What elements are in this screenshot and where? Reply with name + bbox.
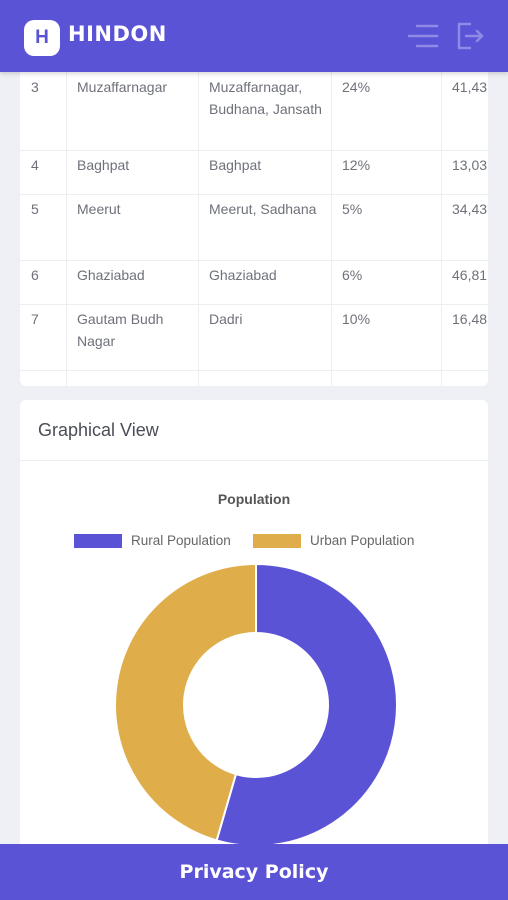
percent-cell: 5% bbox=[342, 201, 363, 217]
column-divider bbox=[331, 72, 332, 386]
app-title: HINDON bbox=[68, 22, 167, 46]
legend-label: Urban Population bbox=[310, 533, 414, 548]
table-row: 7 Gautam Budh Nagar Dadri 10% 16,48, bbox=[20, 304, 488, 371]
population-cell: 13,03, bbox=[452, 157, 488, 173]
percent-cell: 24% bbox=[342, 79, 371, 95]
population-cell: 34,43 bbox=[452, 201, 488, 217]
legend-swatch bbox=[74, 534, 122, 548]
row-number-cell: 3 bbox=[31, 79, 39, 95]
blocks-cell: Meerut, Sadhana bbox=[209, 201, 317, 217]
blocks-cell: Baghpat bbox=[209, 157, 262, 173]
row-number-cell: 7 bbox=[31, 311, 39, 327]
chart-title: Population bbox=[218, 491, 290, 507]
row-number-cell: 4 bbox=[31, 157, 39, 173]
logo-letter: H bbox=[35, 27, 49, 48]
population-cell: 16,48, bbox=[452, 311, 488, 327]
blocks-cell: Muzaffarnagar, Budhana, Jansath bbox=[209, 79, 322, 117]
legend-label: Rural Population bbox=[131, 533, 231, 548]
column-divider bbox=[66, 72, 67, 386]
percent-cell: 12% bbox=[342, 157, 371, 173]
table-row: 5 Meerut Meerut, Sadhana 5% 34,43 bbox=[20, 194, 488, 261]
footer-bar: Privacy Policy bbox=[0, 844, 508, 900]
pie-slice bbox=[114, 562, 257, 842]
logo-badge: H bbox=[24, 20, 60, 56]
menu-icon[interactable] bbox=[405, 22, 439, 50]
population-cell: 46,81, bbox=[452, 267, 488, 283]
graphical-view-header: Graphical View bbox=[20, 400, 488, 461]
app-header: H HINDON bbox=[0, 0, 508, 72]
district-table: 3 Muzaffarnagar Muzaffarnagar, Budhana, … bbox=[20, 72, 488, 386]
column-divider bbox=[198, 72, 199, 386]
column-divider bbox=[441, 72, 442, 386]
percent-cell: 6% bbox=[342, 267, 363, 283]
blocks-cell: Ghaziabad bbox=[209, 267, 277, 283]
graphical-view-title: Graphical View bbox=[38, 420, 159, 440]
percent-cell: 10% bbox=[342, 311, 371, 327]
table-row: 4 Baghpat Baghpat 12% 13,03, bbox=[20, 150, 488, 195]
blocks-cell: Dadri bbox=[209, 311, 243, 327]
logout-icon[interactable] bbox=[455, 20, 485, 52]
table-row: 3 Muzaffarnagar Muzaffarnagar, Budhana, … bbox=[20, 72, 488, 151]
district-cell: Baghpat bbox=[77, 157, 130, 173]
table-row: 6 Ghaziabad Ghaziabad 6% 46,81, bbox=[20, 260, 488, 305]
graphical-view-card: Graphical View Population Rural Populatio… bbox=[20, 400, 488, 860]
district-cell: Ghaziabad bbox=[77, 267, 145, 283]
population-cell: 41,43, bbox=[452, 79, 488, 95]
row-number-cell: 5 bbox=[31, 201, 39, 217]
privacy-policy-link[interactable]: Privacy Policy bbox=[179, 861, 329, 883]
district-cell: Gautam Budh Nagar bbox=[77, 311, 164, 349]
legend-swatch bbox=[253, 534, 301, 548]
row-number-cell: 6 bbox=[31, 267, 39, 283]
population-doughnut-chart: Population Rural Population Urban Populati… bbox=[74, 491, 414, 847]
district-cell: Muzaffarnagar bbox=[77, 79, 168, 95]
district-cell: Meerut bbox=[77, 201, 121, 217]
